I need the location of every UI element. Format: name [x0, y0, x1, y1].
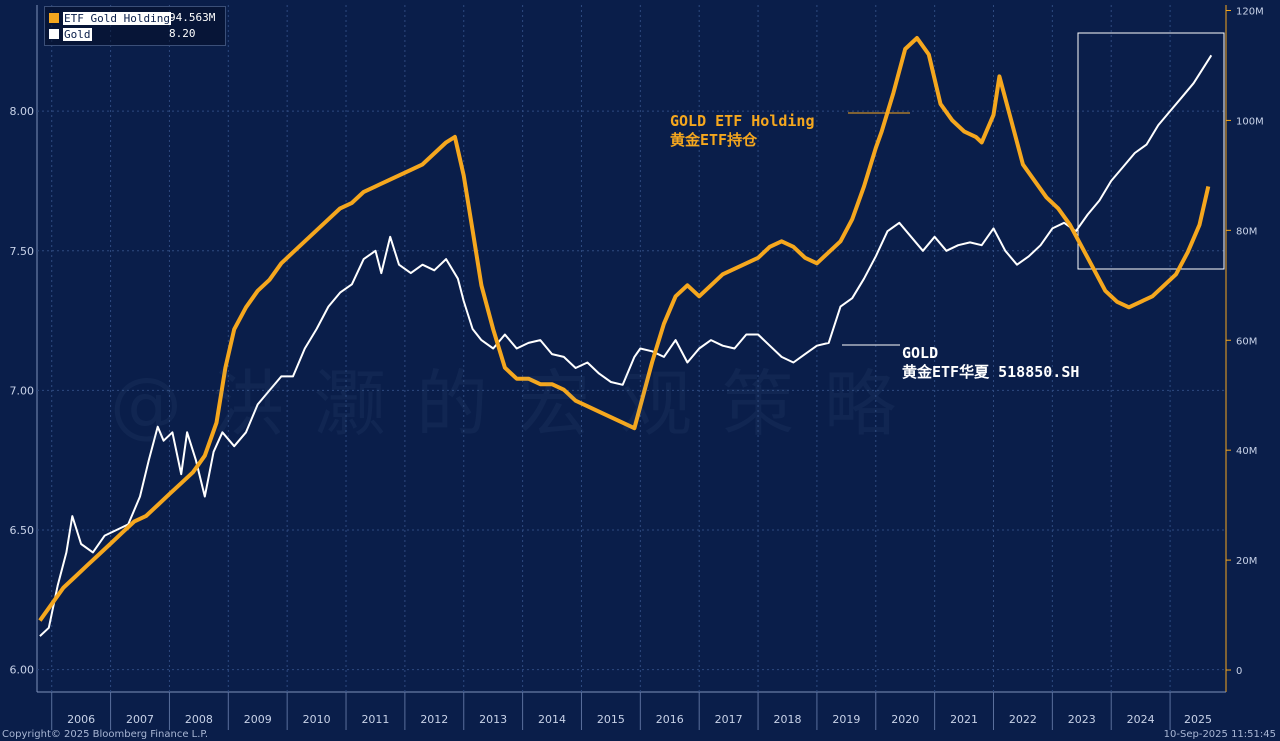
- y-right-tick-label: 60M: [1236, 336, 1257, 347]
- highlight-rect: [1077, 32, 1225, 270]
- x-tick-label: 2022: [1009, 713, 1037, 726]
- annotation-gold: GOLD 黄金ETF华夏 518850.SH: [902, 344, 1079, 382]
- legend-value-gold: 8.20: [169, 27, 196, 40]
- y-right-tick-label: 80M: [1236, 226, 1257, 237]
- y-left-tick-label: 8.00: [10, 105, 35, 118]
- x-tick-label: 2015: [597, 713, 625, 726]
- highlight-box: [1077, 32, 1225, 270]
- x-tick-label: 2008: [185, 713, 213, 726]
- legend-value-etf: 94.563M: [169, 11, 216, 24]
- y-left-tick-label: 6.00: [10, 664, 35, 677]
- x-tick-label: 2011: [361, 713, 389, 726]
- y-left-tick-label: 7.00: [10, 384, 35, 397]
- y-left-tick-label: 6.50: [10, 524, 35, 537]
- footer-timestamp: 10-Sep-2025 11:51:45: [1163, 729, 1276, 740]
- y-right-tick-label: 0: [1236, 666, 1242, 677]
- annotation-etf-line2: 黄金ETF持仓: [670, 131, 758, 149]
- legend-swatch-gold: [49, 29, 59, 39]
- y-axis-right: 0 20M 40M 60M 80M 100M 120M: [1226, 6, 1264, 677]
- x-tick-label: 2010: [303, 713, 331, 726]
- y-axis-left: 6.00 6.50 7.00 7.50 8.00: [10, 105, 35, 677]
- annotation-etf-line1: GOLD ETF Holding: [670, 112, 815, 130]
- x-tick-label: 2013: [479, 713, 507, 726]
- legend-swatch-etf: [49, 13, 59, 23]
- annotation-etf-holding: GOLD ETF Holding 黄金ETF持仓: [670, 112, 815, 150]
- x-tick-label: 2012: [420, 713, 448, 726]
- x-tick-label: 2023: [1068, 713, 1096, 726]
- footer-copyright: Copyright© 2025 Bloomberg Finance L.P.: [2, 729, 209, 740]
- chart-gridlines: [36, 5, 1227, 693]
- x-tick-label: 2018: [773, 713, 801, 726]
- y-right-tick-label: 40M: [1236, 446, 1257, 457]
- x-tick-label: 2019: [832, 713, 860, 726]
- annotation-leader-lines: [842, 112, 910, 346]
- x-tick-label: 2014: [538, 713, 566, 726]
- annotation-gold-line1: GOLD: [902, 344, 939, 362]
- series-lines: [38, 36, 1213, 637]
- y-right-tick-label: 120M: [1236, 6, 1264, 17]
- series-line-gold: [39, 54, 1213, 637]
- y-left-tick-label: 7.50: [10, 245, 35, 258]
- x-tick-label: 2025: [1184, 713, 1212, 726]
- legend-label-etf: ETF Gold Holding: [63, 11, 171, 25]
- x-tick-label: 2009: [244, 713, 272, 726]
- legend-item-gold[interactable]: Gold: [49, 27, 92, 41]
- watermark: @洪灏的宏观策略: [110, 362, 927, 446]
- y-right-tick-label: 20M: [1236, 556, 1257, 567]
- x-tick-label: 2024: [1127, 713, 1155, 726]
- legend-label-gold: Gold: [63, 27, 92, 41]
- y-right-tick-label: 100M: [1236, 116, 1264, 127]
- chart-legend: ETF Gold Holding 94.563M Gold 8.20: [44, 6, 226, 46]
- x-tick-label: 2020: [891, 713, 919, 726]
- annotation-gold-line2: 黄金ETF华夏 518850.SH: [902, 363, 1080, 381]
- series-line-etf-holding: [38, 36, 1211, 622]
- x-tick-label: 2016: [656, 713, 684, 726]
- x-tick-label: 2007: [126, 713, 154, 726]
- x-axis: 2006 2007 2008 2009 2010 2011 2012 2013 2014 2015…: [51, 692, 1212, 730]
- x-tick-label: 2021: [950, 713, 978, 726]
- x-tick-label: 2006: [67, 713, 95, 726]
- x-tick-label: 2017: [715, 713, 743, 726]
- legend-item-etf[interactable]: ETF Gold Holding: [49, 11, 171, 25]
